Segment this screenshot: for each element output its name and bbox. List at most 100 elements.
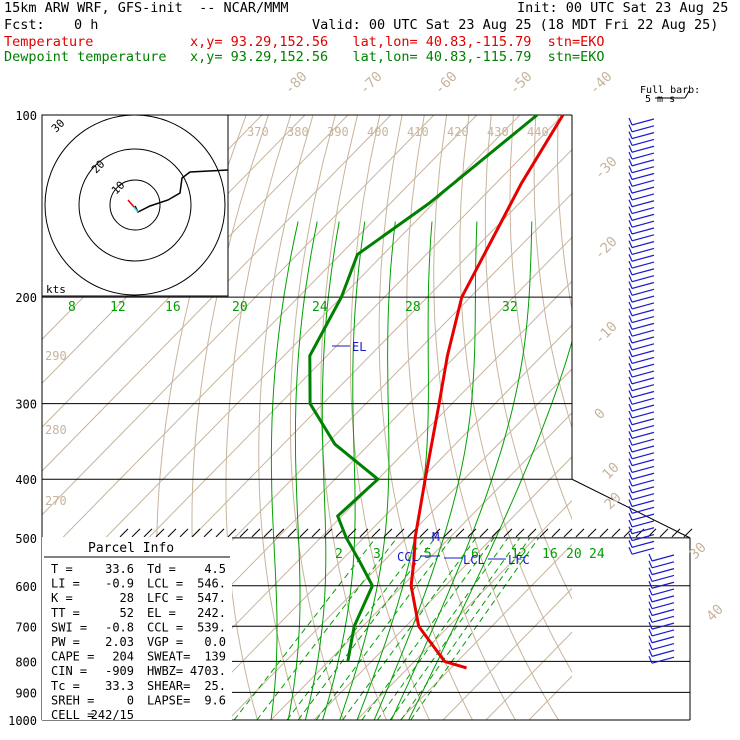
parcel-key: LI = — [51, 577, 80, 591]
wind-barb — [631, 213, 655, 221]
pressure-label: 700 — [15, 620, 37, 634]
hatch-mark — [431, 528, 441, 538]
mixing-ratio-line — [315, 537, 453, 720]
m-label: M — [432, 530, 439, 544]
wind-barb-flag — [648, 581, 653, 589]
wind-barb-flag — [628, 281, 633, 289]
wind-barb — [631, 172, 655, 181]
temperature-legend: Temperature — [4, 34, 94, 50]
dry-adiabat — [406, 115, 516, 720]
mixing-ratio-label: 12 — [511, 547, 527, 562]
wind-barb-flag — [628, 288, 633, 296]
wind-barb-flag — [628, 492, 633, 500]
hodograph-ring — [78, 148, 192, 262]
wind-barb — [631, 397, 655, 405]
wind-barb-flag — [628, 226, 633, 235]
theta-label: 280 — [45, 423, 67, 437]
hatch-mark — [635, 528, 645, 538]
wind-barb-flag — [628, 308, 633, 316]
parcel-key: LFC = — [147, 591, 183, 605]
wind-barb — [631, 343, 655, 351]
mixing-ratio-line — [297, 537, 436, 720]
wind-barb-flag — [648, 574, 653, 582]
hatch-mark — [143, 528, 153, 538]
wind-barb-flag — [648, 615, 653, 623]
wind-barb-flag — [628, 526, 633, 534]
parcel-value: -0.8 — [105, 620, 134, 634]
wind-barb — [631, 533, 655, 542]
hatch-mark — [155, 528, 165, 538]
dry-adiabat — [258, 115, 314, 720]
isotherm-line — [141, 280, 572, 720]
parcel-value: 4703. — [190, 664, 226, 678]
wind-barb — [651, 561, 675, 569]
wind-barb — [631, 486, 655, 494]
isotherm-label: -20 — [592, 234, 621, 263]
parcel-key: SHEAR= — [147, 679, 190, 693]
mixing-ratio-line — [361, 537, 495, 720]
moist-adiabat — [304, 221, 340, 720]
parcel-key: K = — [51, 591, 73, 605]
wind-barb — [631, 377, 655, 385]
parcel-key: SWI = — [51, 620, 87, 634]
hatch-mark — [443, 528, 453, 538]
parcel-key: CIN = — [51, 664, 87, 678]
hatch-mark — [383, 528, 393, 538]
wind-barb — [631, 445, 655, 453]
parcel-key: CELL = — [51, 708, 94, 722]
pressure-label: 1000 — [8, 714, 37, 728]
hatch-mark — [263, 528, 273, 538]
isotherm-line — [42, 115, 478, 560]
mixing-ratio-line — [233, 537, 377, 720]
wind-barb — [631, 200, 655, 208]
el-label: EL — [352, 340, 366, 354]
hatch-mark — [419, 528, 429, 538]
wind-barb — [631, 281, 655, 290]
wind-barb — [651, 581, 675, 589]
wind-barb-flag — [628, 322, 633, 330]
dry-adiabat — [509, 115, 572, 521]
wind-barb-flag — [648, 594, 653, 603]
isotherm-line — [442, 587, 572, 720]
wind-barb — [631, 459, 655, 467]
wind-barb — [631, 499, 655, 508]
wind-barb-flag — [628, 213, 633, 221]
mixing-ratio-label: 5 — [424, 547, 432, 562]
dry-adiabat — [320, 115, 387, 720]
mixing-ratio-line — [286, 537, 426, 720]
wind-barb — [631, 356, 655, 365]
wind-barb-flag — [628, 315, 633, 323]
wind-barb — [631, 350, 655, 358]
wind-barb-flag — [648, 553, 653, 562]
hatch-mark — [527, 528, 537, 538]
wind-barb — [651, 602, 675, 610]
parcel-key: Tc = — [51, 679, 80, 693]
wind-barb — [651, 636, 675, 644]
moist-adiabat — [356, 221, 433, 720]
hatch-mark — [131, 528, 141, 538]
theta-label: 440 — [527, 125, 549, 139]
wind-barb — [631, 384, 655, 392]
pressure-label: 300 — [15, 398, 37, 412]
wind-barb — [631, 302, 655, 310]
parcel-value: 139 — [204, 650, 226, 664]
dry-adiabat — [647, 115, 740, 720]
hatch-mark — [491, 528, 501, 538]
wind-barb — [631, 363, 655, 371]
moist-adiabat — [270, 221, 299, 720]
wind-barb-flag — [628, 424, 633, 432]
isotherm-line — [184, 324, 572, 720]
moist-adiabat — [287, 221, 318, 720]
wind-barb — [631, 390, 655, 399]
isotherm-line — [42, 115, 392, 472]
theta-label: 430 — [487, 125, 509, 139]
temperature-trace — [409, 114, 565, 670]
parcel-info-box: Parcel Info T = 33.6 Td = 4.5 LI = -0.9 LCL = 54… — [42, 537, 232, 722]
parcel-title: Parcel Info — [88, 541, 174, 556]
wind-barb — [631, 152, 655, 160]
dry-adiabat — [669, 115, 740, 720]
fcst-value: 0 h — [74, 17, 99, 33]
moist-adiabat — [373, 221, 478, 720]
wind-barb-flag — [628, 117, 633, 126]
parcel-value: -909 — [105, 664, 134, 678]
